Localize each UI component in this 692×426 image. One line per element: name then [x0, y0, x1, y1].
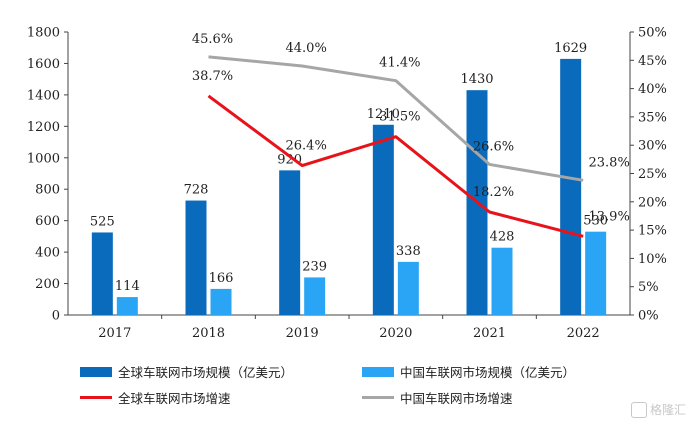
y-right-tick-label: 15%: [638, 224, 667, 239]
x-tick-label: 2020: [379, 326, 412, 341]
legend-item-global-line: 全球车联网市场增速: [80, 388, 231, 407]
line-global-growth-label: 13.9%: [589, 209, 630, 224]
line-global-growth-label: 26.4%: [286, 139, 327, 154]
watermark: 格隆汇: [630, 401, 686, 418]
y-right-tick-label: 45%: [638, 54, 667, 69]
y-left-tick-label: 1800: [27, 26, 60, 41]
data-label-china-bar: 530: [583, 214, 608, 229]
x-tick-label: 2021: [473, 326, 506, 341]
y-right-tick-label: 50%: [638, 26, 667, 41]
y-right-tick-label: 40%: [638, 82, 667, 97]
legend-swatch-china-line: [362, 396, 394, 399]
x-tick-label: 2022: [567, 326, 600, 341]
line-global-growth-label: 38.7%: [192, 69, 233, 84]
y-left-tick-label: 400: [35, 246, 60, 261]
bar-china: [491, 247, 513, 315]
legend-swatch-china-bar: [362, 366, 394, 377]
legend-item-global-bar: 全球车联网市场规模（亿美元）: [80, 362, 293, 381]
data-label-global-bar: 728: [184, 183, 209, 198]
line-china-growth-label: 44.0%: [286, 41, 327, 56]
line-china-growth-label: 45.6%: [192, 32, 233, 47]
bar-china: [304, 277, 326, 315]
y-right-tick-label: 30%: [638, 139, 667, 154]
y-right-tick-label: 0%: [638, 309, 659, 324]
data-label-china-bar: 338: [396, 244, 421, 259]
bar-global: [91, 232, 113, 315]
x-tick-label: 2017: [98, 326, 131, 341]
glh-logo-icon: [630, 402, 647, 418]
y-left-tick-label: 600: [35, 214, 60, 229]
legend-item-china-bar: 中国车联网市场规模（亿美元）: [362, 362, 575, 381]
data-label-global-bar: 1430: [460, 72, 493, 87]
y-left-tick-label: 1400: [27, 88, 60, 103]
bar-global: [279, 170, 301, 315]
data-label-china-bar: 239: [302, 259, 327, 274]
line-china-growth-label: 23.8%: [589, 155, 630, 170]
line-global-growth-label: 18.2%: [473, 185, 514, 200]
y-right-tick-label: 10%: [638, 252, 667, 267]
y-left-tick-label: 200: [35, 277, 60, 292]
legend-swatch-global-line: [80, 396, 112, 399]
x-tick-label: 2019: [286, 326, 319, 341]
data-label-china-bar: 166: [209, 271, 234, 286]
data-label-global-bar: 1210: [367, 107, 400, 122]
bar-global: [560, 58, 582, 315]
line-china-growth-label: 41.4%: [379, 56, 420, 71]
y-left-tick-label: 1200: [27, 120, 60, 135]
bar-china: [397, 261, 419, 315]
legend-swatch-global-bar: [80, 366, 112, 377]
bar-china: [585, 231, 607, 315]
bar-china: [210, 288, 232, 315]
data-label-china-bar: 428: [490, 230, 515, 245]
combo-chart: 0 200 400 600 800 1000 1200 1400 1600 1800 0% 5% 10%…: [27, 26, 667, 342]
line-china-growth-label: 26.6%: [473, 139, 514, 154]
line-china-growth: [208, 55, 584, 182]
data-label-china-bar: 114: [115, 279, 140, 294]
data-label-global-bar: 525: [90, 214, 115, 229]
bar-china: [116, 297, 138, 315]
y-right-tick-label: 35%: [638, 110, 667, 125]
data-label-global-bar: 920: [277, 152, 302, 167]
line-global-growth: [207, 94, 584, 238]
y-right-tick-label: 25%: [638, 167, 667, 182]
bar-global: [185, 200, 207, 315]
y-left-tick-label: 1000: [27, 151, 60, 166]
x-tick-label: 2018: [192, 326, 225, 341]
y-left-tick-label: 800: [35, 183, 60, 198]
line-global-growth-label: 31.5%: [379, 110, 420, 125]
y-left-tick-label: 1600: [27, 57, 60, 72]
legend-item-china-line: 中国车联网市场增速: [362, 388, 513, 407]
y-left-tick-label: 0: [52, 309, 60, 324]
bar-global: [372, 124, 394, 315]
y-right-tick-label: 20%: [638, 195, 667, 210]
y-right-tick-label: 5%: [638, 280, 659, 295]
data-label-global-bar: 1629: [554, 41, 587, 56]
